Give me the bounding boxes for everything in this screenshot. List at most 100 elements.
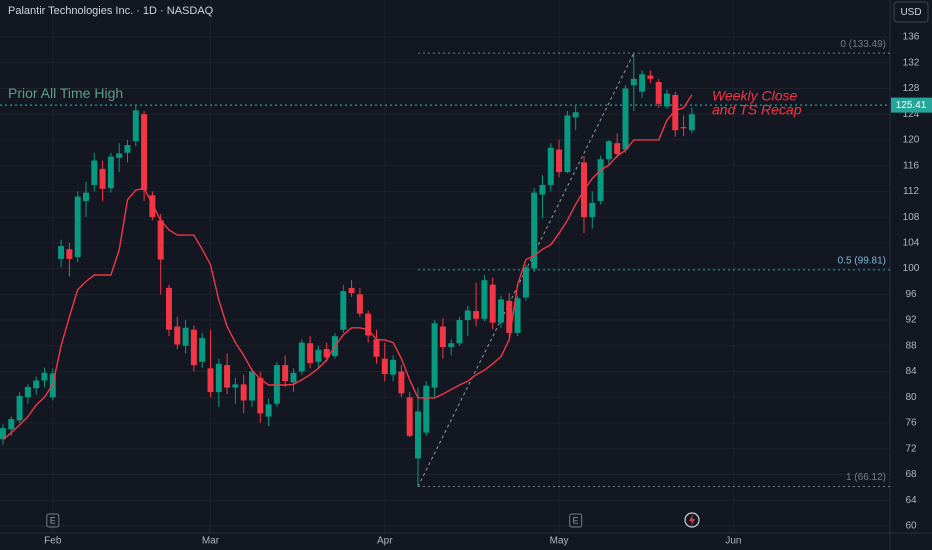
- candle-body: [58, 246, 65, 259]
- candle-body: [265, 404, 272, 417]
- candle-body: [66, 249, 73, 259]
- earnings-marker-label: E: [50, 515, 56, 525]
- candle-body: [248, 371, 255, 401]
- candle-body: [663, 93, 670, 107]
- candle-body: [572, 112, 579, 118]
- candle-body: [307, 343, 314, 364]
- y-tick-label: 92: [905, 315, 917, 326]
- news-icon[interactable]: [684, 512, 700, 528]
- trailing-stop-line: [2, 94, 693, 441]
- candle-body: [16, 395, 23, 421]
- candle-body: [290, 372, 297, 383]
- candle-body: [373, 339, 380, 357]
- y-tick-label: 136: [903, 32, 920, 43]
- news-icon-bolt[interactable]: [689, 514, 695, 526]
- y-tick-label: 124: [903, 109, 920, 120]
- candle-body: [82, 192, 89, 202]
- y-tick-label: 72: [905, 443, 917, 454]
- candle-body: [531, 192, 538, 269]
- fib-label: 1 (66.12): [846, 472, 886, 483]
- candle-body: [215, 363, 222, 393]
- y-tick-label: 60: [905, 521, 917, 532]
- candle-body: [639, 74, 646, 92]
- candle-body: [282, 365, 289, 382]
- candle-body: [74, 196, 81, 258]
- candle-body: [647, 75, 654, 79]
- candle-body: [605, 141, 612, 160]
- candle-body: [489, 284, 496, 323]
- candle-body: [589, 202, 596, 218]
- candle-body: [232, 384, 239, 388]
- candle-body: [456, 320, 463, 344]
- grid: [0, 0, 890, 533]
- candle-body: [132, 110, 139, 142]
- y-tick-label: 120: [903, 135, 920, 146]
- candle-body: [439, 326, 446, 348]
- note-text: and TS Recap: [712, 102, 802, 118]
- y-tick-label: 108: [903, 212, 920, 223]
- y-tick-label: 96: [905, 289, 917, 300]
- candle-body: [688, 114, 695, 131]
- x-tick-label: Jun: [725, 536, 741, 547]
- candle-body: [224, 365, 231, 388]
- candle-body: [124, 145, 131, 153]
- candle-body: [182, 327, 189, 346]
- currency-label[interactable]: USD: [900, 7, 921, 18]
- candle-body: [174, 326, 181, 345]
- candle-body: [0, 428, 6, 440]
- y-tick-label: 80: [905, 392, 917, 403]
- candle-body: [680, 127, 687, 129]
- candle-body: [141, 114, 148, 191]
- prior-high-tag: [891, 97, 932, 113]
- candle-body: [614, 143, 621, 155]
- candle-body: [365, 313, 372, 336]
- candle-body: [24, 386, 31, 398]
- earnings-marker: [569, 513, 583, 528]
- candle-body: [398, 371, 405, 394]
- candle-body: [539, 184, 546, 195]
- y-tick-label: 104: [903, 237, 920, 248]
- y-tick-label: 132: [903, 57, 920, 68]
- candle-body: [207, 368, 214, 393]
- fib-label: 0 (133.49): [840, 39, 886, 50]
- y-tick-label: 100: [903, 263, 920, 274]
- candle-body: [33, 380, 40, 389]
- candle-body: [99, 168, 106, 189]
- candle-body: [381, 358, 388, 375]
- earnings-marker-label: E: [573, 515, 579, 525]
- prior-high-text: Prior All Time High: [8, 85, 123, 101]
- candle-body: [522, 267, 529, 298]
- news-icon-circle[interactable]: [684, 512, 700, 528]
- candle-body: [448, 343, 455, 348]
- candle-body: [564, 115, 571, 173]
- prior-high-tag-label: 125.41: [896, 100, 927, 111]
- candle-body: [473, 311, 480, 319]
- candle-body: [315, 349, 322, 362]
- candle-body: [481, 280, 488, 319]
- candle-body: [240, 384, 247, 401]
- candle-body: [514, 298, 521, 333]
- candle-body: [149, 195, 156, 218]
- note-text: Weekly Close: [712, 88, 798, 104]
- candle-body: [157, 220, 164, 260]
- y-tick-label: 76: [905, 418, 917, 429]
- candle-body: [116, 153, 123, 158]
- candle-body: [406, 397, 413, 436]
- candle-body: [390, 359, 397, 375]
- fib-label: 0.5 (99.81): [838, 255, 886, 266]
- candle-body: [348, 287, 355, 294]
- candle-body: [597, 159, 604, 202]
- candle-body: [464, 310, 471, 321]
- chart-title: Palantir Technologies Inc. · 1D · NASDAQ: [8, 5, 214, 17]
- currency-button[interactable]: [893, 1, 929, 23]
- x-tick-label: Feb: [44, 536, 62, 547]
- y-tick-label: 64: [905, 495, 917, 506]
- candle-body: [91, 160, 98, 185]
- candle-body: [630, 78, 637, 86]
- candle-body: [497, 299, 504, 323]
- candle-body: [431, 323, 438, 388]
- earnings-marker: [46, 513, 60, 528]
- y-tick-label: 112: [903, 186, 919, 197]
